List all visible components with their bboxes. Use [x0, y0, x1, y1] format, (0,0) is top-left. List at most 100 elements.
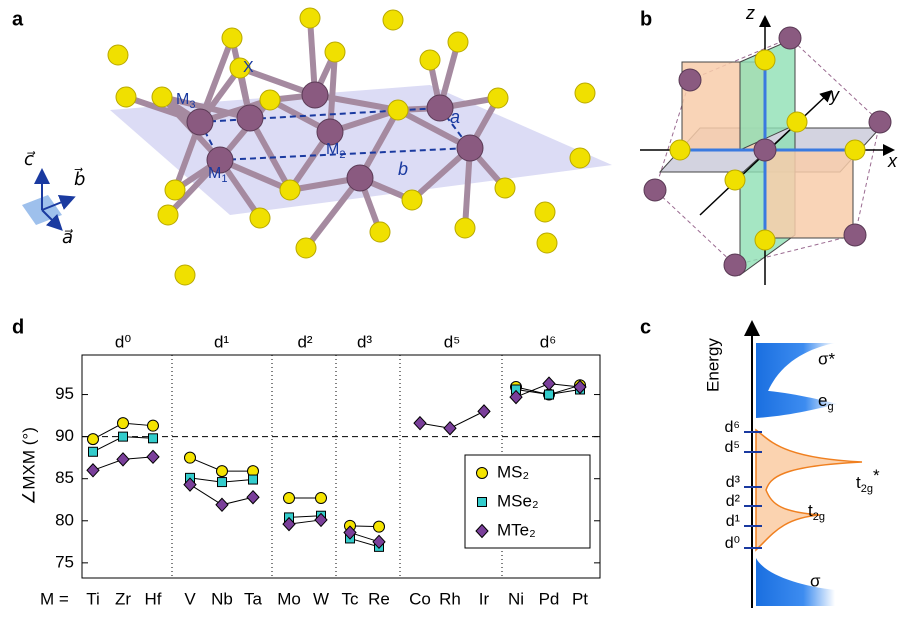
- chalcogen-atom: [402, 190, 422, 210]
- x-tick-label: Pt: [572, 589, 588, 608]
- y-tick-label: 95: [55, 384, 74, 403]
- subscript: 2: [339, 149, 345, 161]
- lattice-label: a: [450, 107, 460, 127]
- metal-atom: [724, 254, 746, 276]
- marker: [119, 432, 128, 441]
- panel-label: a: [12, 8, 24, 30]
- chalcogen-atom: [495, 178, 515, 198]
- band: [756, 558, 835, 606]
- panel-b: [640, 18, 892, 285]
- level-label: d⁰: [725, 535, 740, 552]
- vector-label: c⃗: [24, 149, 36, 169]
- marker: [374, 521, 385, 532]
- text: M: [176, 91, 189, 108]
- x-tick-label: Nb: [211, 589, 233, 608]
- metal-atom: [457, 135, 483, 161]
- y-axis-label: ∠MXM (°): [19, 427, 38, 505]
- metal-atom: [779, 27, 801, 49]
- x-tick-label: Ta: [244, 589, 263, 608]
- axis-label: z: [745, 3, 755, 23]
- chalcogen-atom: [296, 238, 316, 258]
- chalcogen-atom: [280, 180, 300, 200]
- metal-atom: [869, 111, 891, 133]
- x-tick-label: Mo: [277, 589, 301, 608]
- chalcogen-atom: [250, 208, 270, 228]
- x-tick-label: Tc: [342, 589, 360, 608]
- chalcogen-atom: [300, 8, 320, 28]
- band-label: σ*: [818, 349, 835, 368]
- metal-atom: [679, 69, 701, 91]
- chalcogen-atom: [370, 222, 390, 242]
- x-tick-label: Ni: [508, 589, 524, 608]
- band-label: eg: [818, 391, 834, 412]
- panel-label: c: [640, 316, 651, 338]
- chalcogen-atom: [325, 42, 345, 62]
- x-tick-label: V: [184, 589, 196, 608]
- subscript: 2g: [861, 483, 873, 495]
- legend-label: MTe₂: [497, 520, 536, 539]
- group-label: d⁶: [540, 332, 556, 351]
- metal-atom: [237, 105, 263, 131]
- marker: [316, 493, 327, 504]
- text: M: [208, 165, 221, 182]
- chalcogen-atom: [845, 140, 865, 160]
- marker: [88, 434, 99, 445]
- chalcogen-atom: [670, 140, 690, 160]
- marker: [414, 417, 426, 430]
- vector-label: b⃗: [74, 167, 85, 188]
- x-tick-label: Co: [409, 589, 431, 608]
- x-tick-label: Hf: [145, 589, 162, 608]
- marker: [148, 420, 159, 431]
- level-label: d⁶: [725, 419, 740, 436]
- y-tick-label: 75: [55, 552, 74, 571]
- marker: [89, 447, 98, 456]
- chalcogen-atom: [383, 10, 403, 30]
- band-label: σ: [810, 571, 821, 590]
- chalcogen-atom: [152, 87, 172, 107]
- y-tick-label: 90: [55, 426, 74, 445]
- marker: [149, 434, 158, 443]
- marker: [216, 498, 228, 511]
- panel-c: d⁶d⁵d³d²d¹d⁰: [724, 324, 862, 608]
- x-prefix: M =: [40, 589, 69, 608]
- chalcogen-atom: [175, 265, 195, 285]
- chalcogen-atom: [455, 218, 475, 238]
- chalcogen-atom: [165, 180, 185, 200]
- subscript: 2g: [813, 511, 825, 523]
- plane: [765, 150, 853, 238]
- x-tick-label: W: [313, 589, 329, 608]
- lattice-label: b: [398, 159, 408, 179]
- chalcogen-atom: [158, 205, 178, 225]
- group-label: d³: [357, 332, 372, 351]
- panel-label: d: [12, 316, 24, 338]
- legend-label: MS₂: [497, 462, 529, 481]
- axis-label: y: [828, 85, 840, 105]
- panel-a: [22, 8, 612, 285]
- atom-label: M3: [176, 91, 195, 111]
- marker: [218, 478, 227, 487]
- marker: [118, 418, 129, 429]
- chalcogen-atom: [448, 32, 468, 52]
- metal-atom: [347, 165, 373, 191]
- axis-label: Energy: [703, 338, 722, 392]
- marker: [477, 468, 488, 479]
- marker: [545, 390, 554, 399]
- group-label: d²: [297, 332, 312, 351]
- chalcogen-atom: [755, 50, 775, 70]
- x-tick-label: Rh: [439, 589, 461, 608]
- level-label: d⁵: [724, 439, 740, 456]
- metal-atom: [754, 139, 776, 161]
- level-label: d³: [726, 474, 741, 491]
- marker: [444, 422, 456, 435]
- marker: [284, 493, 295, 504]
- marker: [147, 450, 159, 463]
- x-tick-label: Pd: [539, 589, 560, 608]
- metal-atom: [644, 179, 666, 201]
- atom-label: X: [243, 59, 254, 76]
- marker: [185, 452, 196, 463]
- x-tick-label: Ti: [86, 589, 100, 608]
- x-tick-label: Ir: [479, 589, 490, 608]
- chalcogen-atom: [535, 202, 555, 222]
- band: [756, 430, 862, 550]
